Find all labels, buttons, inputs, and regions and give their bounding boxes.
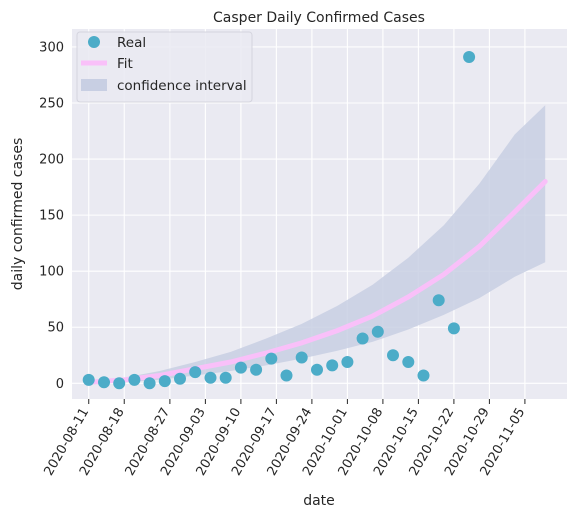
y-tick-label: 150 bbox=[39, 209, 64, 224]
legend-ci-patch bbox=[81, 79, 107, 91]
real-point bbox=[371, 325, 384, 338]
y-tick-label: 300 bbox=[39, 40, 64, 55]
legend-fit-label: Fit bbox=[117, 56, 133, 72]
real-point bbox=[113, 377, 126, 390]
legend-ci-label: confidence interval bbox=[117, 78, 247, 94]
y-tick-label: 200 bbox=[39, 153, 64, 168]
real-point bbox=[250, 363, 263, 376]
real-point bbox=[280, 369, 293, 382]
y-axis-label: daily confirmed cases bbox=[10, 138, 26, 291]
y-tick-label: 250 bbox=[39, 97, 64, 112]
chart-title: Casper Daily Confirmed Cases bbox=[213, 10, 425, 26]
real-point bbox=[463, 51, 476, 63]
legend-real-label: Real bbox=[117, 35, 146, 51]
real-point bbox=[265, 352, 278, 365]
y-tick-label: 0 bbox=[56, 377, 64, 392]
real-point bbox=[447, 322, 460, 335]
y-tick-label: 50 bbox=[47, 321, 64, 336]
real-point bbox=[387, 349, 399, 362]
real-point bbox=[204, 371, 217, 384]
legend-box bbox=[76, 31, 253, 103]
legend-real-marker bbox=[88, 36, 100, 48]
real-point bbox=[82, 373, 95, 386]
real-point bbox=[158, 375, 171, 388]
real-point bbox=[295, 351, 308, 364]
real-point bbox=[311, 363, 323, 376]
real-point bbox=[326, 359, 339, 372]
legend: Real Fit confidence interval bbox=[76, 31, 253, 103]
real-point bbox=[128, 373, 141, 386]
real-point bbox=[234, 361, 247, 374]
real-point bbox=[174, 372, 186, 385]
real-point bbox=[356, 332, 369, 345]
y-tick-label: 100 bbox=[39, 265, 64, 280]
real-point bbox=[417, 369, 430, 382]
real-point bbox=[402, 356, 415, 368]
real-point bbox=[189, 366, 202, 379]
real-point bbox=[219, 371, 232, 384]
x-axis-label: date bbox=[303, 493, 335, 509]
real-point bbox=[341, 356, 354, 368]
fit-line bbox=[86, 179, 548, 385]
real-point bbox=[98, 376, 110, 389]
real-point bbox=[143, 377, 156, 390]
confidence-interval-band bbox=[88, 105, 546, 384]
y-axis-ticks: 0 50 100 150 200 250 300 bbox=[39, 40, 64, 391]
real-points bbox=[82, 51, 476, 390]
x-axis-ticks: 2020-08-112020-08-182020-08-272020-09-03… bbox=[41, 399, 528, 478]
real-point bbox=[432, 294, 445, 307]
